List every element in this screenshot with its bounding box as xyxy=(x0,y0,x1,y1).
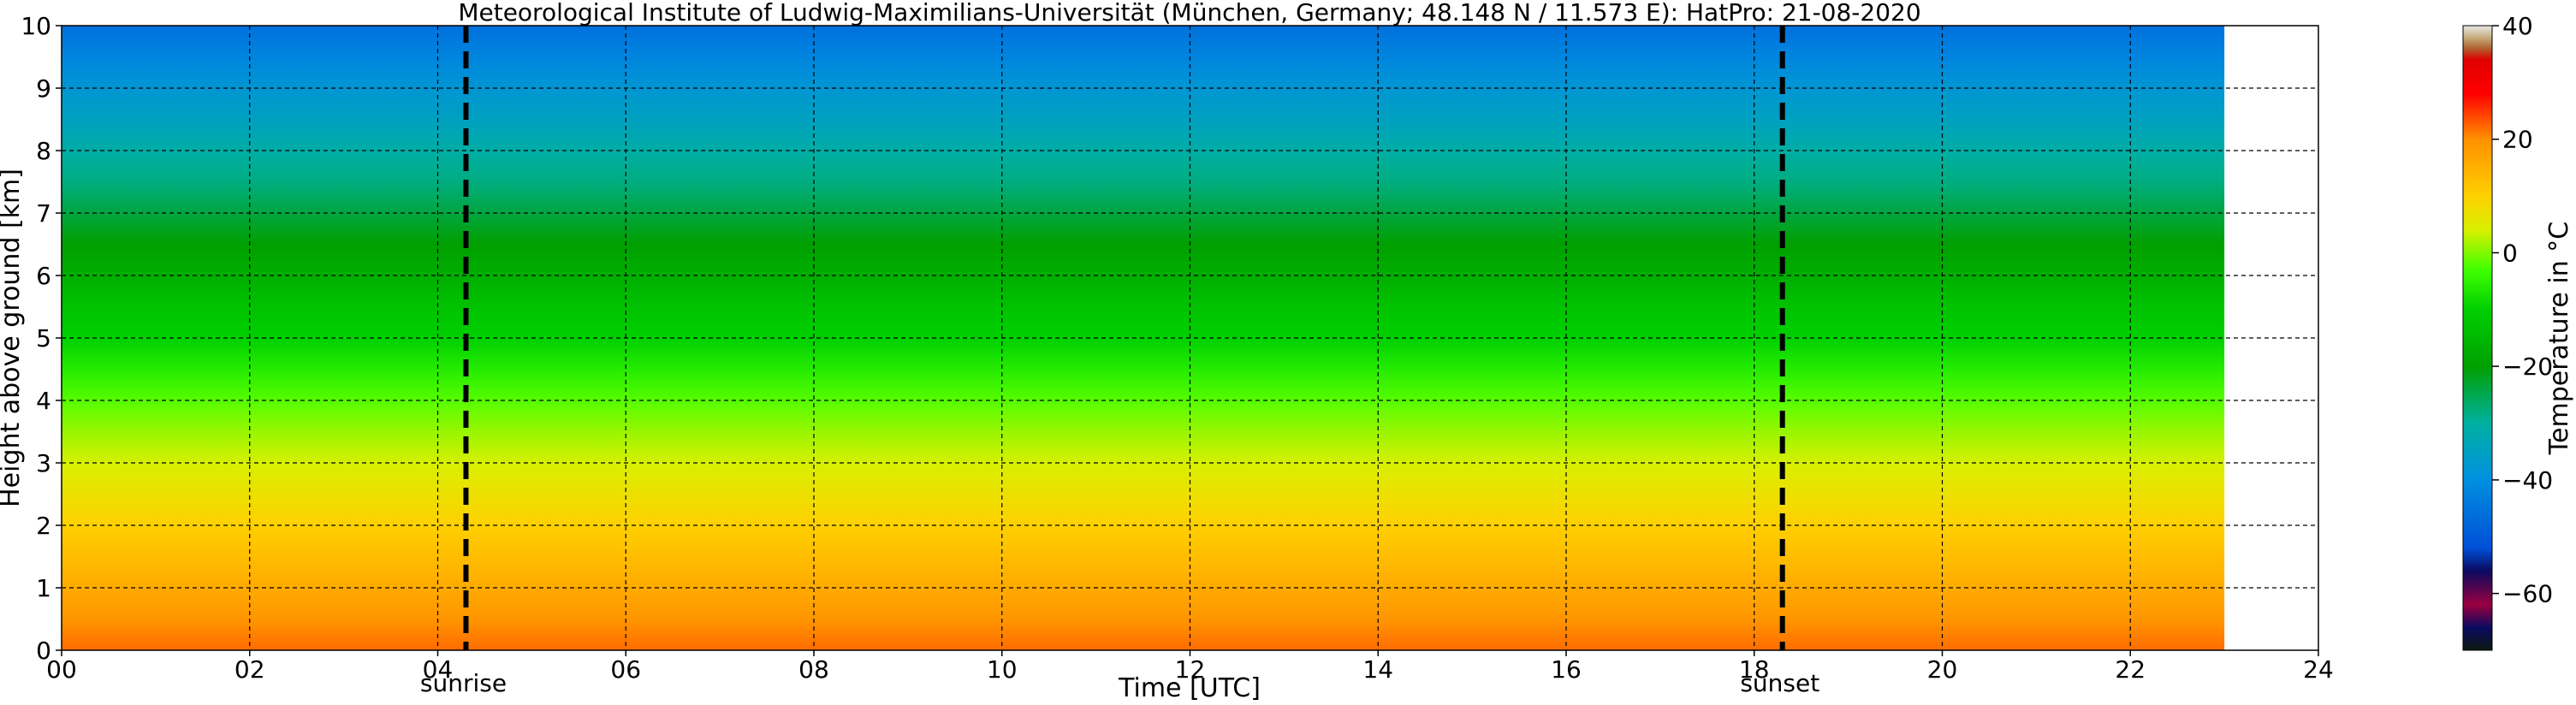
colorbar-ticks: 40 20 0 −20 −40 −60 xyxy=(2492,12,2553,608)
y-axis-label: Height above ground [km] xyxy=(0,169,26,507)
colorbar-tick-label: −20 xyxy=(2502,352,2553,381)
y-tick-label: 10 xyxy=(21,12,51,40)
x-tick-label: 04 xyxy=(423,655,454,684)
event-label-sunset: sunset xyxy=(1740,669,1819,697)
x-tick-label: 10 xyxy=(987,655,1018,684)
chart-title: Meteorological Institute of Ludwig-Maxim… xyxy=(458,0,1920,27)
event-label-sunrise: sunrise xyxy=(420,669,507,697)
y-tick-label: 7 xyxy=(36,199,51,228)
y-tick-label: 6 xyxy=(36,262,51,290)
colorbar-label: Temperature in °C xyxy=(2544,222,2574,455)
colorbar-tick-label: −40 xyxy=(2502,466,2553,495)
x-tick-label: 02 xyxy=(234,655,265,684)
colorbar xyxy=(2462,25,2493,651)
x-tick-label: 16 xyxy=(1551,655,1582,684)
colorbar-tick-label: −60 xyxy=(2502,580,2553,608)
x-tick-label: 22 xyxy=(2115,655,2146,684)
y-tick-label: 9 xyxy=(36,74,51,103)
colorbar-tick-label: 20 xyxy=(2502,126,2533,154)
x-tick-label: 14 xyxy=(1362,655,1393,684)
colorbar-tick-label: 0 xyxy=(2502,239,2518,267)
x-tick-label: 12 xyxy=(1175,655,1206,684)
x-tick-label: 20 xyxy=(1927,655,1958,684)
y-tick-label: 4 xyxy=(36,387,51,415)
event-lines: sunrise sunset xyxy=(420,26,1819,697)
y-tick-label: 0 xyxy=(36,637,51,665)
grid-lines xyxy=(62,26,2318,650)
y-axis-ticks: 0 1 2 3 4 5 6 7 8 9 10 xyxy=(21,12,62,665)
y-tick-label: 2 xyxy=(36,512,51,540)
y-tick-label: 8 xyxy=(36,137,51,165)
x-axis-ticks: 00 02 04 06 08 10 12 14 16 18 20 22 24 xyxy=(46,650,2334,684)
y-tick-label: 5 xyxy=(36,324,51,352)
y-tick-label: 1 xyxy=(36,574,51,602)
x-tick-label: 06 xyxy=(610,655,641,684)
x-tick-label: 00 xyxy=(46,655,77,684)
x-tick-label: 08 xyxy=(798,655,829,684)
colorbar-tick-label: 40 xyxy=(2502,12,2533,40)
x-tick-label: 24 xyxy=(2303,655,2334,684)
x-axis-label: Time [UTC] xyxy=(1118,673,1261,703)
x-tick-label: 18 xyxy=(1739,655,1770,684)
y-tick-label: 3 xyxy=(36,449,51,477)
